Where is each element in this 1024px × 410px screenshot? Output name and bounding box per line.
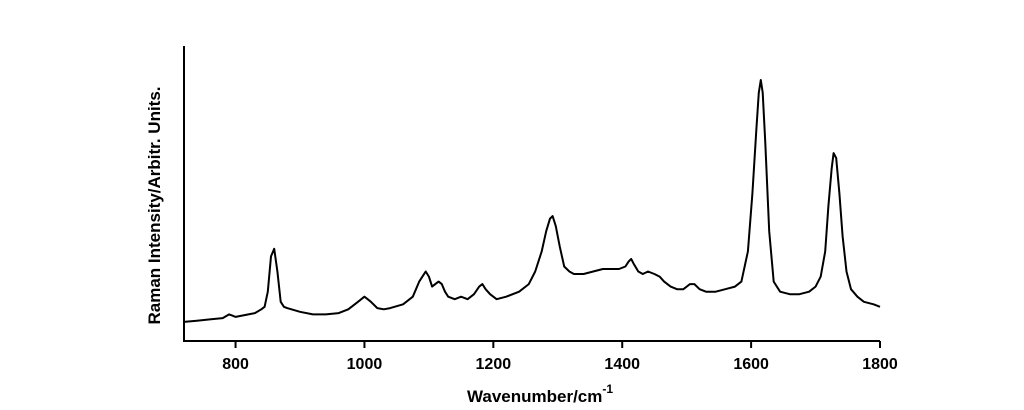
x-axis-ticks: 800 1000 1200 1400 1600 1800 xyxy=(222,341,898,373)
x-tick-label: 1800 xyxy=(862,356,898,373)
plot-area: 800 1000 1200 1400 1600 1800 xyxy=(183,46,898,373)
x-axis-title-superscript: -1 xyxy=(602,382,613,396)
x-tick-label: 1400 xyxy=(604,356,640,373)
x-axis-title: Wavenumber/cm-1 xyxy=(467,382,613,406)
x-axis-title-text: Wavenumber/cm xyxy=(467,387,602,406)
x-tick-label: 800 xyxy=(222,356,249,373)
x-tick-label: 1600 xyxy=(733,356,769,373)
x-tick-label: 1200 xyxy=(476,356,512,373)
y-axis-title: Raman Intensity/Arbitr. Units. xyxy=(145,86,164,324)
spectrum-line xyxy=(183,79,881,323)
x-tick-label: 1000 xyxy=(347,356,383,373)
